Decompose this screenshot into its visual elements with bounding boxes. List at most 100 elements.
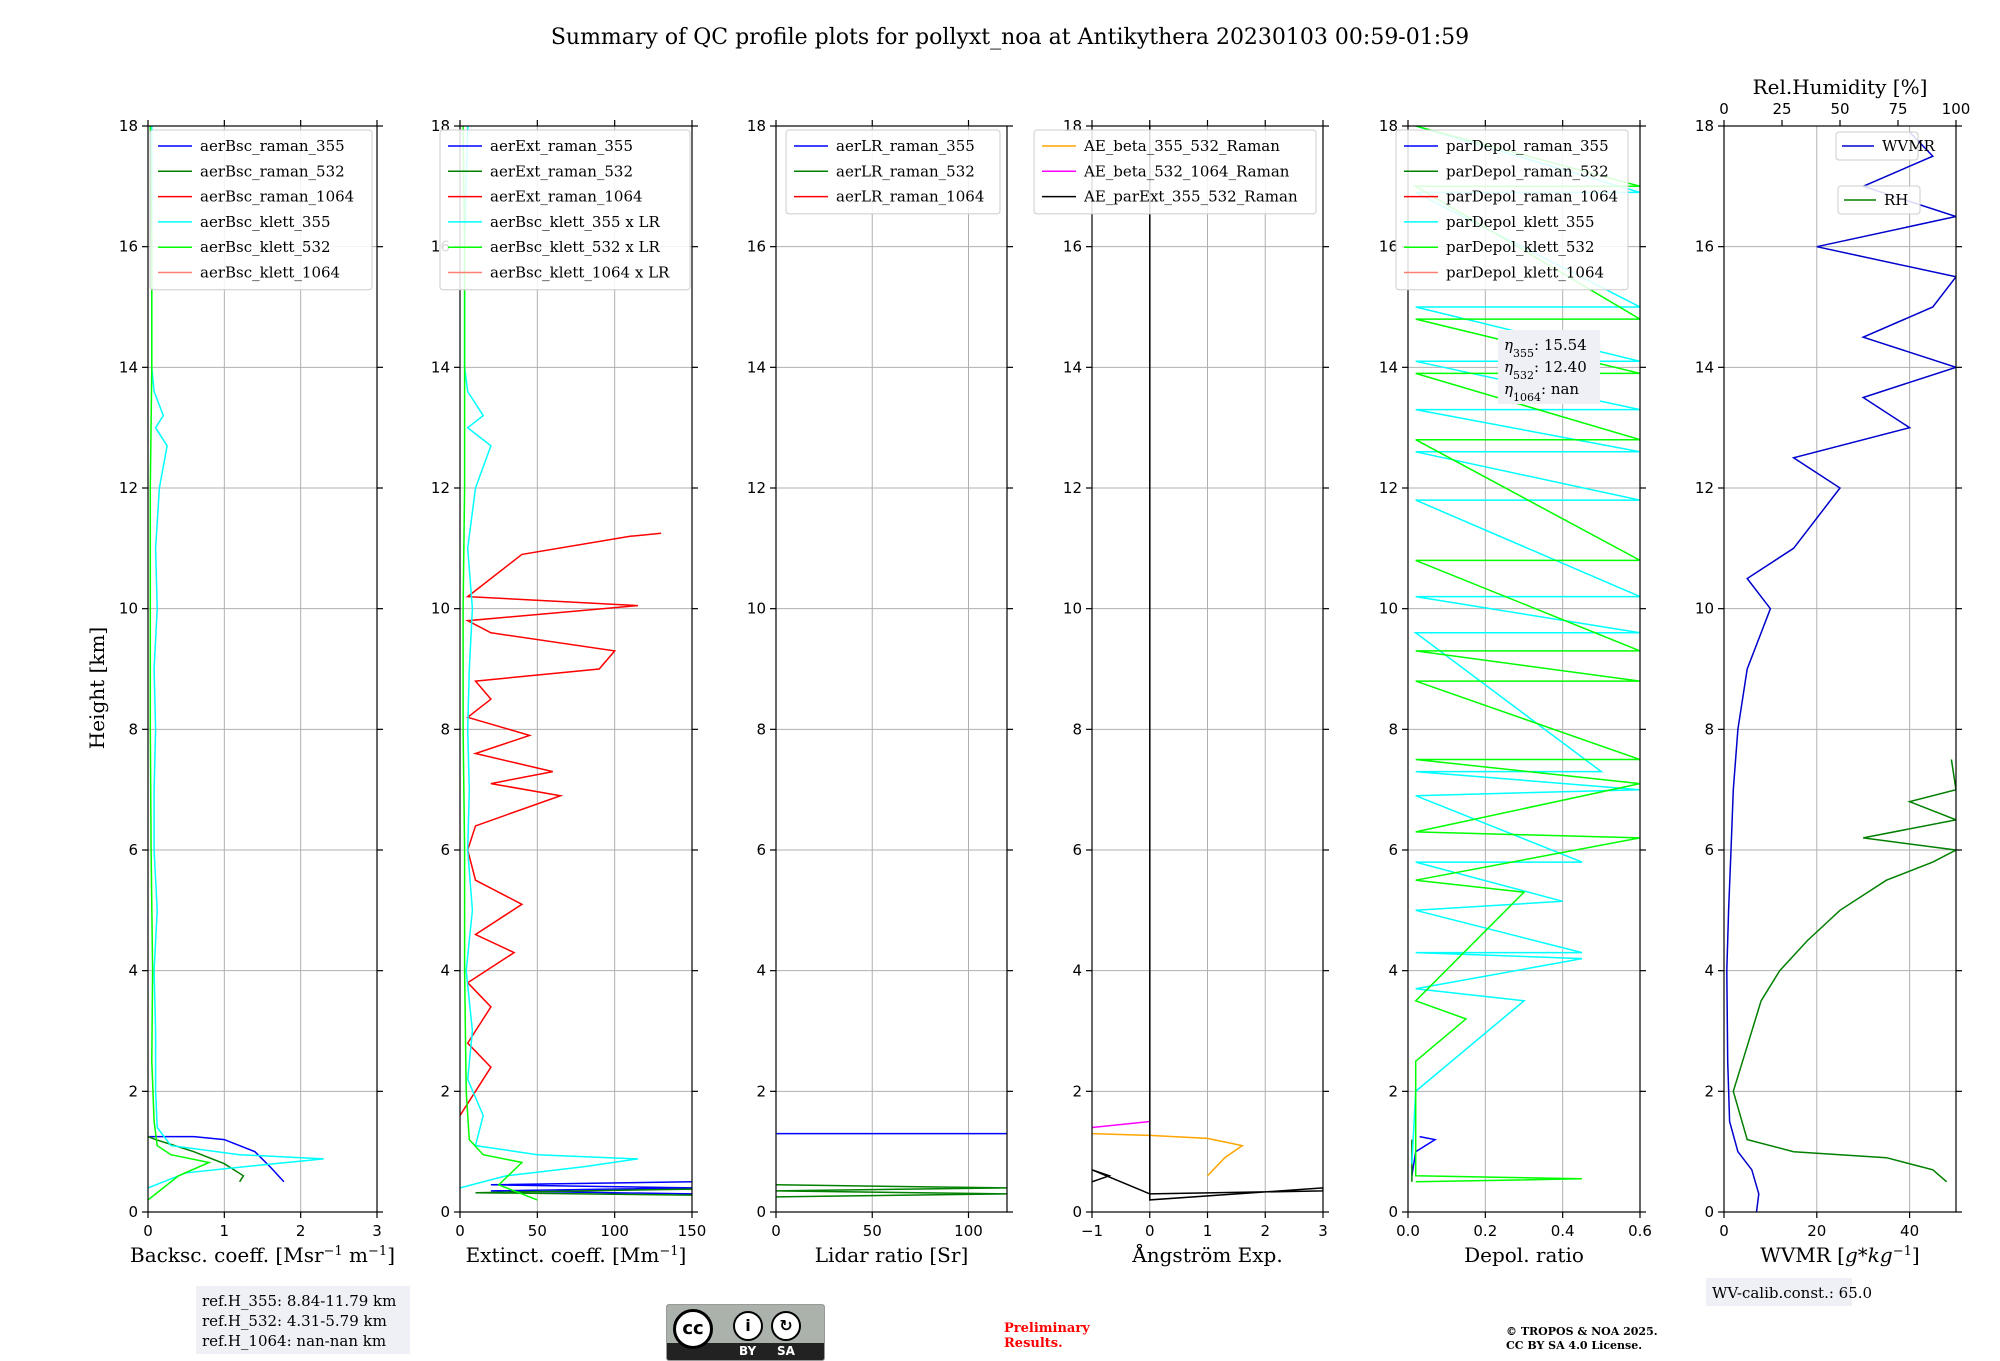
legend-label: aerBsc_klett_1064 x LR [490, 264, 670, 282]
x-axis-label: Backsc. coeff. [Msr−1 m−1] [130, 1243, 395, 1267]
y-tick-label: 8 [128, 720, 138, 738]
series-line-aerBsc_raman_355 [149, 1135, 285, 1183]
series-group [776, 1132, 1007, 1198]
panel-extinction: 050100150024681012141618Extinct. coeff. … [431, 117, 706, 1267]
top-tick-label: 25 [1772, 100, 1791, 118]
y-tick-label: 0 [756, 1203, 766, 1221]
legend-label: AE_beta_355_532_Raman [1083, 137, 1280, 155]
y-tick-label: 2 [128, 1082, 138, 1100]
legend-box [785, 129, 1001, 215]
y-tick-label: 18 [1379, 117, 1398, 135]
legend-label: aerBsc_klett_532 [200, 238, 331, 256]
series-line-aerExt_raman_532 [475, 1188, 692, 1196]
top-axis-label: Rel.Humidity [%] [1753, 75, 1928, 99]
legend-label: aerBsc_raman_1064 [200, 188, 354, 206]
x-tick-label: 0 [1719, 1222, 1729, 1240]
y-tick-label: 14 [1379, 358, 1398, 376]
reference-height-box: ref.H_355: 8.84-11.79 km ref.H_532: 4.31… [196, 1286, 410, 1354]
legend-label: aerBsc_klett_532 x LR [490, 238, 661, 256]
panel-depol: 0.0 0.2 0.4 0.6 0 2 4 6 8 10 12 14 16 18 Depol. ratio p… [1379, 117, 1652, 1267]
y-tick-label: 14 [119, 358, 138, 376]
series-line-aerBsc_raman_532 [148, 1135, 245, 1183]
series-line-AE_beta_532_1064_Raman [1092, 1120, 1150, 1129]
refh-1064: ref.H_1064: nan-nan km [202, 1332, 386, 1350]
legend-label: aerLR_raman_532 [836, 162, 975, 180]
gridlines [1723, 125, 1956, 1213]
y-tick-label: 16 [1695, 238, 1714, 256]
cc-license-badge: cc i ↻ BY SA [666, 1304, 825, 1361]
series-group [1726, 131, 1956, 1212]
x-tick-label: 3 [372, 1222, 382, 1240]
y-tick-label: 2 [1072, 1082, 1082, 1100]
x-tick-label: 150 [678, 1222, 707, 1240]
height-axis-label: Height [km] [85, 627, 109, 749]
y-tick-label: 12 [1695, 479, 1714, 497]
wv-calib-box: WV-calib.const.: 65.0 [1706, 1278, 1872, 1306]
panel-wvmr: 0 20 40 0 2 4 6 8 10 12 14 16 18 WVMR [g*kg−1] 0 25 50 75… [1695, 75, 1970, 1267]
y-tick-label: 12 [1063, 479, 1082, 497]
eta-line: η532: 12.40 [1504, 358, 1587, 382]
y-tick-label: 6 [1388, 841, 1398, 859]
y-tick-label: 0 [128, 1203, 138, 1221]
cc-logo-icon: cc [673, 1309, 713, 1349]
series-group [460, 126, 692, 1201]
legend-label: aerLR_raman_355 [836, 137, 975, 155]
legend: aerLR_raman_355 aerLR_raman_532 aerLR_rama… [785, 129, 1001, 215]
x-tick-label: 0 [455, 1222, 465, 1240]
series-line-WVMR [1726, 131, 1956, 1212]
top-tick-label: 50 [1830, 100, 1849, 118]
legend-label: AE_beta_532_1064_Raman [1083, 162, 1290, 180]
y-tick-label: 14 [1063, 358, 1082, 376]
legend-label: aerLR_raman_1064 [836, 188, 984, 206]
eta-line: η1064: nan [1504, 380, 1579, 404]
y-tick-label: 2 [1704, 1082, 1714, 1100]
top-tick-label: 100 [1942, 100, 1971, 118]
copyright-line-1: © TROPOS & NOA 2025. [1506, 1325, 1658, 1338]
sa-share-icon: ↻ [771, 1311, 801, 1341]
y-tick-label: 10 [1063, 600, 1082, 618]
legend-box [1395, 129, 1629, 291]
x-tick-label: 1 [220, 1222, 230, 1240]
x-tick-label: 50 [863, 1222, 882, 1240]
y-tick-label: 18 [119, 117, 138, 135]
x-axis-label: Ångström Exp. [1131, 1242, 1282, 1267]
legend-label: parDepol_raman_1064 [1446, 188, 1618, 206]
legend: aerBsc_raman_355 aerBsc_raman_532 aerBsc_r… [149, 129, 373, 291]
legend-box [1837, 185, 1921, 215]
copyright-line-2: CC BY SA 4.0 License. [1506, 1339, 1642, 1352]
y-tick-label: 18 [747, 117, 766, 135]
y-tick-label: 10 [1695, 600, 1714, 618]
series-line-aerLR_raman_532 [776, 1184, 1007, 1198]
y-tick-label: 6 [440, 841, 450, 859]
y-tick-label: 10 [431, 600, 450, 618]
y-tick-label: 16 [1379, 238, 1398, 256]
x-axis-label: Depol. ratio [1464, 1243, 1584, 1267]
series-line-AE_parExt_355_532_Raman [1092, 126, 1323, 1201]
y-tick-label: 12 [431, 479, 450, 497]
y-tick-label: 16 [1063, 238, 1082, 256]
gridlines [1091, 125, 1324, 1213]
x-tick-label: 0.4 [1551, 1222, 1575, 1240]
x-tick-label: 0.0 [1396, 1222, 1420, 1240]
y-tick-label: 16 [119, 238, 138, 256]
top-tick-label: 0 [1719, 100, 1729, 118]
y-tick-label: 4 [1388, 962, 1398, 980]
series-line-aerBsc_klett_532 x LR [462, 126, 538, 1201]
y-tick-label: 6 [1704, 841, 1714, 859]
y-tick-label: 0 [440, 1203, 450, 1221]
legend: parDepol_raman_355 parDepol_raman_532 parD… [1395, 129, 1629, 291]
y-tick-label: 6 [1072, 841, 1082, 859]
y-tick-label: 4 [1704, 962, 1714, 980]
legend-label: aerBsc_raman_355 [200, 137, 345, 155]
x-tick-label: 20 [1807, 1222, 1826, 1240]
y-tick-label: 8 [1704, 720, 1714, 738]
x-axis-label: WVMR [g*kg−1] [1760, 1243, 1919, 1267]
legend-label: parDepol_klett_532 [1446, 238, 1595, 256]
legend-box [1835, 131, 1919, 161]
legend-box [439, 129, 691, 291]
series-line-aerBsc_klett_355 [148, 126, 324, 1189]
x-tick-label: 3 [1318, 1222, 1328, 1240]
